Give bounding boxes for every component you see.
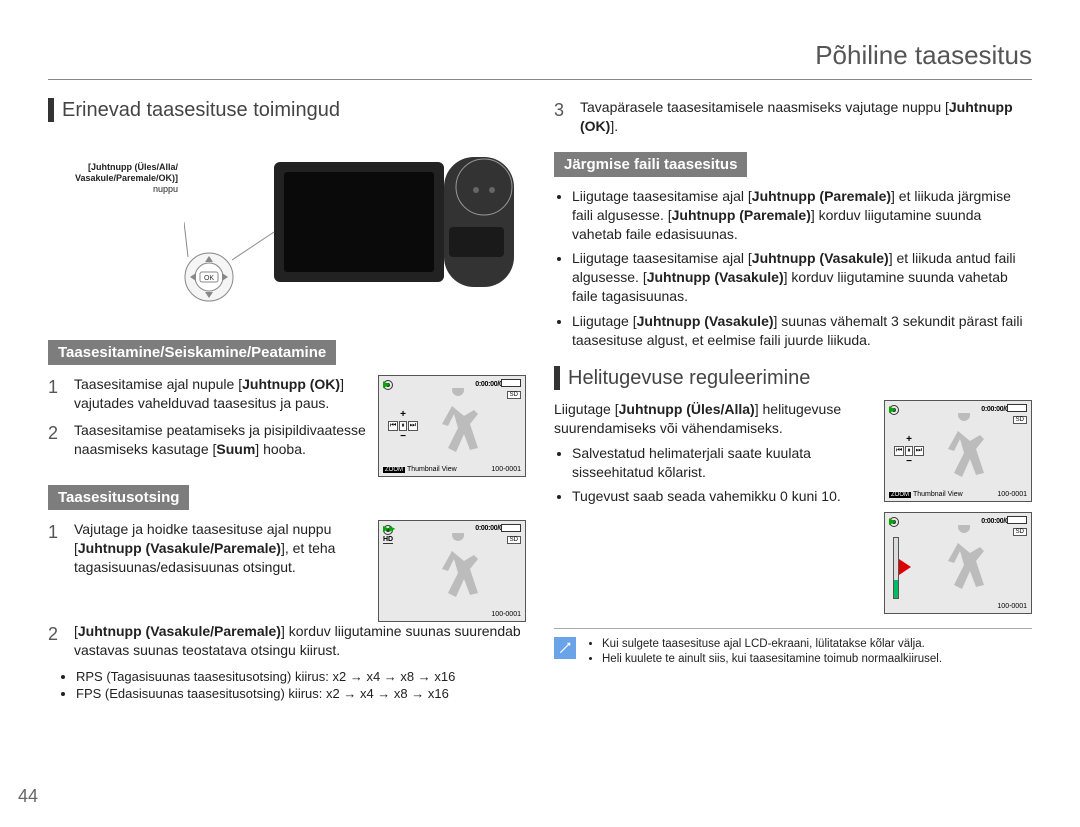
sd-icon: SD: [507, 391, 521, 399]
next-file-bullets: Liigutage taasesitamise ajal [Juhtnupp (…: [572, 187, 1032, 350]
section-title-volume: Helitugevuse reguleerimine: [554, 366, 1032, 390]
note-icon: [554, 637, 576, 659]
battery-icon: [1007, 404, 1027, 412]
fps-line: FPS (Edasisuunas taasesitusotsing) kiiru…: [76, 685, 526, 703]
step-number: 1: [48, 520, 64, 577]
bold: Juhtnupp (Vasakule/Paremale): [78, 623, 281, 639]
play-icon: ▶: [383, 379, 390, 390]
play-icon: ▶: [889, 404, 896, 415]
lcd-screen-search: ▶▶0:00:00/0:00:55 SD HD 100-0001: [378, 520, 526, 622]
bold: Juhtnupp (Vasakule/Paremale): [78, 540, 281, 556]
label-line1: [Juhtnupp (Üles/Alla/: [88, 162, 178, 172]
step-body: Taasesitamise peatamiseks ja pisipildiva…: [74, 421, 368, 459]
list-item: Kui sulgete taasesituse ajal LCD-ekraani…: [602, 637, 942, 653]
battery-icon: [1007, 516, 1027, 524]
step-row: 2 [Juhtnupp (Vasakule/Paremale)] korduv …: [48, 622, 526, 660]
file-number: 100-0001: [997, 491, 1027, 498]
sd-icon: SD: [507, 536, 521, 544]
thumb-label: Thumbnail View: [407, 466, 457, 473]
list-item: Tugevust saab seada vahemikku 0 kuni 10.: [572, 487, 874, 506]
file-number: 100-0001: [491, 466, 521, 473]
hd-label: HD: [383, 536, 393, 544]
file-number: 100-0001: [491, 611, 521, 618]
play-icon: ▶: [889, 516, 896, 527]
zoom-label: ZOOM: [383, 467, 405, 473]
volume-indicator-icon: [899, 559, 911, 575]
label-line2: Vasakule/Paremale/OK)]: [75, 173, 178, 183]
lcd-screen-volume-2: ▶0:00:00/0:00:55 SD 100-0001: [884, 512, 1032, 614]
label-line3: nuppu: [153, 184, 178, 194]
list-item: Liigutage taasesitamise ajal [Juhtnupp (…: [572, 187, 1032, 244]
text: Liigutage [: [572, 313, 637, 329]
sub-badge-nextfile: Järgmise faili taasesitus: [554, 152, 747, 177]
right-column: 3 Tavapärasele taasesitamisele naasmisek…: [554, 98, 1032, 703]
bold: Juhtnupp (Vasakule): [637, 313, 774, 329]
text: Taasesitamise ajal nupule [: [74, 376, 242, 392]
step-body: Tavapärasele taasesitamisele naasmiseks …: [580, 98, 1032, 136]
step-row: 1 Taasesitamise ajal nupule [Juhtnupp (O…: [48, 375, 368, 413]
rps-line: RPS (Tagasisuunas taasesitusotsing) kiir…: [76, 668, 526, 686]
sub-badge-search: Taasesitusotsing: [48, 485, 189, 510]
dancer-silhouette: [934, 413, 994, 489]
section-title-playback-ops: Erinevad taasesituse toimingud: [48, 98, 526, 122]
text: Liigutage taasesitamise ajal [: [572, 188, 752, 204]
note-box: Kui sulgete taasesituse ajal LCD-ekraani…: [554, 628, 1032, 668]
camera-illustration: [Juhtnupp (Üles/Alla/ Vasakule/Paremale/…: [48, 132, 526, 332]
volume-bullets: Salvestatud helimaterjali saate kuulata …: [572, 444, 874, 507]
bold: Juhtnupp (Üles/Alla): [619, 401, 755, 417]
step-body: Taasesitamise ajal nupule [Juhtnupp (OK)…: [74, 375, 368, 413]
bold: Juhtnupp (OK): [242, 376, 340, 392]
onscreen-controls: + ⏮⏸⏭ −: [891, 435, 927, 467]
text: ] hooba.: [255, 441, 306, 457]
list-item: Heli kuulete te ainult siis, kui taasesi…: [602, 652, 942, 668]
page-title: Põhiline taasesitus: [48, 40, 1032, 80]
bold: Juhtnupp (Paremale): [672, 207, 811, 223]
dancer-silhouette: [428, 388, 488, 464]
thumb-label: Thumbnail View: [913, 491, 963, 498]
note-list: Kui sulgete taasesituse ajal LCD-ekraani…: [602, 637, 942, 668]
onscreen-controls: + ⏮⏸⏭ −: [385, 410, 421, 442]
file-number: 100-0001: [997, 603, 1027, 610]
step-row: 1 Vajutage ja hoidke taasesituse ajal nu…: [48, 520, 368, 577]
control-button-label: [Juhtnupp (Üles/Alla/ Vasakule/Paremale/…: [48, 162, 178, 194]
step-row: 2 Taasesitamise peatamiseks ja pisipildi…: [48, 421, 368, 459]
sub-badge-play-pause: Taasesitamine/Seiskamine/Peatamine: [48, 340, 336, 365]
sd-icon: SD: [1013, 528, 1027, 536]
bold: Juhtnupp (Vasakule): [647, 269, 784, 285]
svg-text:OK: OK: [204, 275, 214, 282]
speed-bullets: RPS (Tagasisuunas taasesitusotsing) kiir…: [76, 668, 526, 703]
lcd-screen-playback: ▶0:00:00/0:00:55 SD + ⏮⏸⏭ − ZOOMThumbnai…: [378, 375, 526, 477]
step-number: 1: [48, 375, 64, 413]
text: Tavapärasele taasesitamisele naasmiseks …: [580, 99, 949, 115]
text: Liigutage taasesitamise ajal [: [572, 250, 752, 266]
dancer-silhouette: [428, 533, 488, 609]
step-body: [Juhtnupp (Vasakule/Paremale)] korduv li…: [74, 622, 526, 660]
left-column: Erinevad taasesituse toimingud [Juhtnupp…: [48, 98, 526, 703]
battery-icon: [501, 379, 521, 387]
battery-icon: [501, 524, 521, 532]
step-number: 3: [554, 98, 570, 136]
bold: Suum: [216, 441, 255, 457]
camera-svg: OK: [184, 132, 524, 332]
step-body: Vajutage ja hoidke taasesituse ajal nupp…: [74, 520, 368, 577]
text: ].: [610, 118, 618, 134]
volume-text: Liigutage [Juhtnupp (Üles/Alla)] helitug…: [554, 400, 874, 438]
sd-icon: SD: [1013, 416, 1027, 424]
bold: Juhtnupp (Vasakule): [752, 250, 889, 266]
dancer-silhouette: [934, 525, 994, 601]
zoom-label: ZOOM: [889, 492, 911, 498]
text: Liigutage [: [554, 401, 619, 417]
step-row: 3 Tavapärasele taasesitamisele naasmisek…: [554, 98, 1032, 136]
bold: Juhtnupp (Paremale): [752, 188, 891, 204]
lcd-screen-volume-1: ▶0:00:00/0:00:55 SD + ⏮⏸⏭ − ZOOMThumbnai…: [884, 400, 1032, 502]
list-item: Salvestatud helimaterjali saate kuulata …: [572, 444, 874, 482]
step-number: 2: [48, 421, 64, 459]
list-item: Liigutage [Juhtnupp (Vasakule)] suunas v…: [572, 312, 1032, 350]
list-item: Liigutage taasesitamise ajal [Juhtnupp (…: [572, 249, 1032, 306]
page-number: 44: [18, 786, 38, 807]
step-number: 2: [48, 622, 64, 660]
ff-icon: ▶▶: [383, 524, 395, 533]
